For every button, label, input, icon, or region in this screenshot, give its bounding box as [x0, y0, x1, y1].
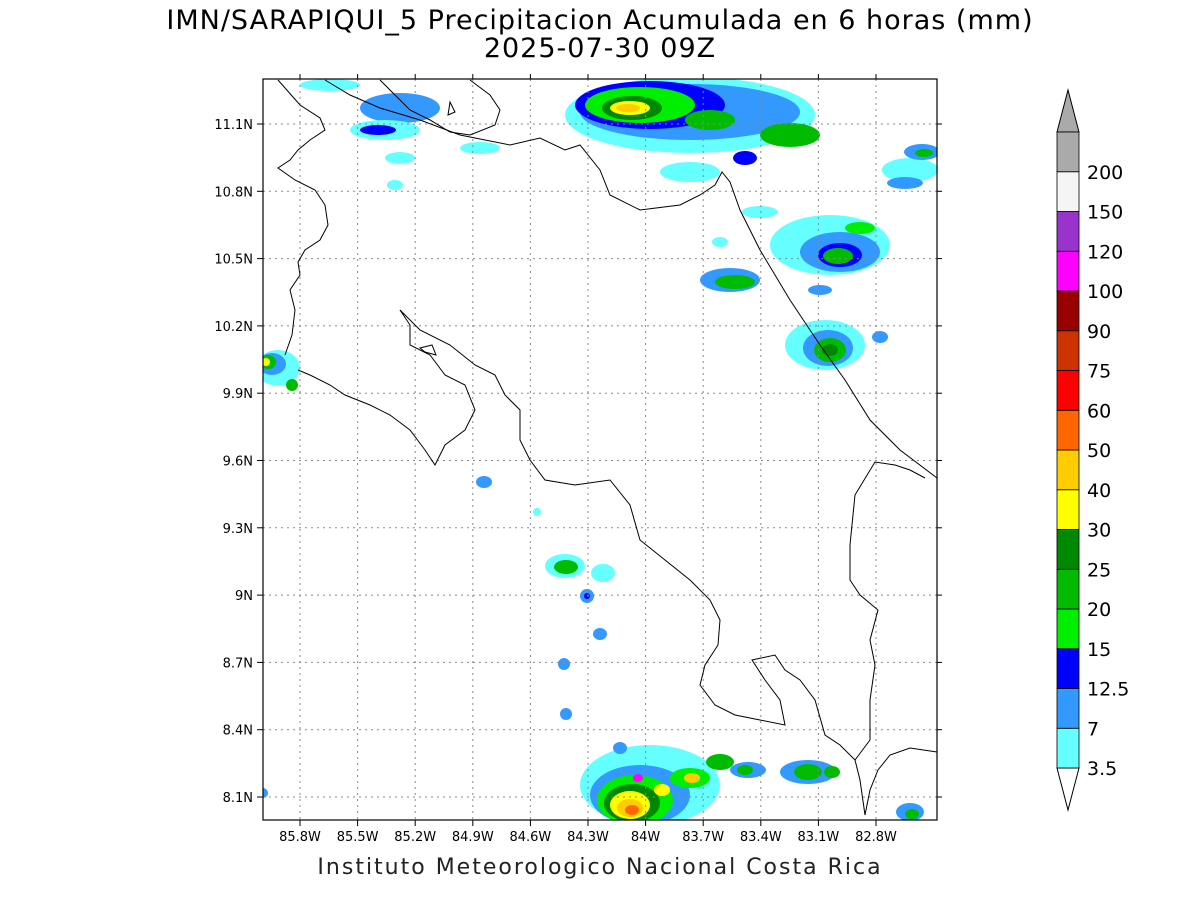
colorbar-swatch — [1056, 489, 1080, 530]
colorbar-label: 200 — [1087, 162, 1123, 184]
rain-cell-north-caribbean — [565, 79, 820, 182]
colorbar-label: 150 — [1087, 202, 1123, 224]
rain-cells-pacific-scattered — [476, 476, 615, 720]
map-title: IMN/SARAPIQUI_5 Precipitacion Acumulada … — [166, 5, 1034, 36]
rain-cell-limon — [785, 320, 888, 370]
colorbar-swatch — [1056, 250, 1080, 292]
colorbar-swatch — [1056, 131, 1080, 173]
colorbar-swatch — [1056, 409, 1080, 451]
colorbar-label: 100 — [1087, 281, 1123, 303]
island-chira — [418, 344, 437, 356]
lake-nicaragua-shore — [379, 79, 501, 136]
island-north — [447, 100, 456, 116]
map-frame — [262, 78, 938, 821]
colorbar-label: 12.5 — [1087, 679, 1129, 701]
colorbar-swatch — [1056, 688, 1080, 729]
colorbar-label: 3.5 — [1087, 758, 1117, 780]
x-tick-label: 83.7W — [682, 830, 724, 845]
nicoya-peninsula-coast — [297, 309, 476, 466]
y-tick-label: 9.9N — [223, 387, 253, 402]
y-tick-label: 9N — [235, 589, 253, 604]
coastlines — [277, 79, 937, 816]
colorbar-swatch — [1056, 330, 1080, 371]
x-tick-label: 84.6W — [509, 830, 551, 845]
colorbar-swatch — [1056, 449, 1080, 491]
precipitation-field — [263, 79, 937, 820]
nicaragua-coast — [277, 79, 329, 356]
longitude-axis: 85.8W 85.5W 85.2W 84.9W 84.6W 84.3W 84W 83.7W 83… — [279, 74, 897, 845]
colorbar-swatch — [1056, 727, 1080, 769]
colorbar-swatch — [1056, 171, 1080, 212]
y-tick-label: 8.7N — [223, 656, 253, 671]
colorbar-label: 40 — [1087, 480, 1111, 502]
y-tick-label: 8.4N — [223, 724, 253, 739]
colorbar-label: 120 — [1087, 241, 1123, 263]
precipitation-colorbar: 3.5 7 12.5 15 20 25 30 40 50 60 75 90 100 120 150 200 — [1056, 88, 1129, 812]
x-tick-label: 83.4W — [740, 830, 782, 845]
rain-cell-caribbean-coast — [700, 144, 937, 295]
x-tick-label: 84.3W — [567, 830, 609, 845]
map-subtitle-date: 2025-07-30 09Z — [483, 33, 717, 64]
y-tick-label: 8.1N — [223, 791, 253, 806]
colorbar-swatch — [1056, 608, 1080, 650]
panama-coast — [864, 747, 937, 816]
x-tick-label: 82.8W — [855, 830, 897, 845]
colorbar-label: 50 — [1087, 440, 1111, 462]
x-tick-label: 85.8W — [279, 830, 321, 845]
colorbar-swatch — [1056, 529, 1080, 570]
rain-cell-nicoya-west — [263, 350, 300, 798]
gulf-of-nicoya-coast — [399, 309, 866, 816]
x-tick-label: 85.2W — [394, 830, 436, 845]
x-tick-label: 83.1W — [797, 830, 839, 845]
y-tick-label: 11.1N — [214, 118, 253, 133]
colorbar-label: 15 — [1087, 639, 1111, 661]
colorbar-label: 25 — [1087, 559, 1111, 581]
x-tick-label: 84W — [631, 830, 661, 845]
colorbar-label: 90 — [1087, 321, 1111, 343]
credit-footer: Instituto Meteorologico Nacional Costa R… — [317, 855, 883, 880]
colorbar-swatch — [1056, 290, 1080, 332]
y-tick-label: 9.3N — [223, 522, 253, 537]
y-tick-label: 9.6N — [223, 455, 253, 470]
colorbar-swatch — [1056, 648, 1080, 689]
colorbar-label: 75 — [1087, 361, 1111, 383]
nicaragua-costa-rica-border — [324, 79, 937, 479]
chiriqui-coast — [849, 461, 926, 761]
colorbar-swatch — [1056, 211, 1080, 252]
colorbar-swatch — [1056, 568, 1080, 610]
x-tick-label: 85.5W — [337, 830, 379, 845]
lat-lon-grid — [263, 79, 937, 820]
y-tick-label: 10.5N — [214, 253, 253, 268]
y-tick-label: 10.2N — [214, 320, 253, 335]
y-tick-label: 10.8N — [214, 185, 253, 200]
latitude-axis: 8.1N 8.4N 8.7N 9N 9.3N 9.6N 9.9N 10.2N 10.5N 10.8… — [214, 118, 942, 806]
colorbar-label: 20 — [1087, 599, 1111, 621]
colorbar-over-arrow — [1056, 88, 1080, 133]
colorbar-swatch — [1056, 370, 1080, 411]
rain-cell-south-pacific — [580, 742, 924, 820]
colorbar-label: 7 — [1087, 718, 1099, 740]
colorbar-label: 60 — [1087, 400, 1111, 422]
colorbar-under-arrow — [1056, 767, 1080, 812]
x-tick-label: 84.9W — [452, 830, 494, 845]
colorbar-label: 30 — [1087, 520, 1111, 542]
